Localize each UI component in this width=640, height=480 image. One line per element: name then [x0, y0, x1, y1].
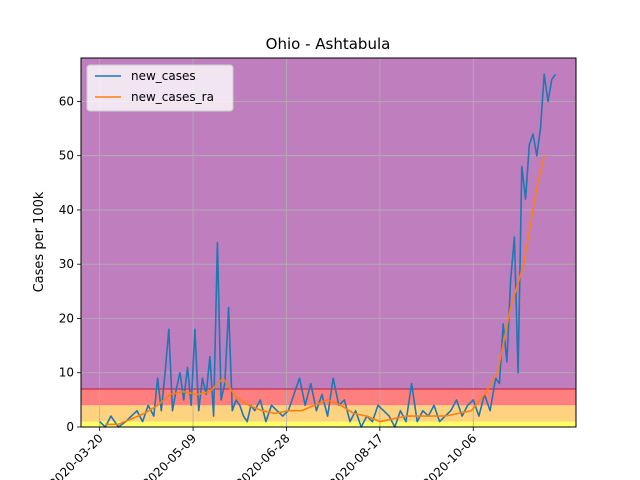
y-tick-label-6: 60 — [59, 94, 74, 108]
x-tick-label-4: 2020-10-06 — [420, 431, 479, 480]
legend-label-new-cases-ra: new_cases_ra — [131, 90, 214, 104]
series-group — [99, 73, 557, 428]
y-tick-label-2: 20 — [59, 311, 74, 325]
x-tick-label-3: 2020-08-17 — [327, 431, 386, 480]
x-tick-label-1: 2020-05-09 — [140, 431, 199, 480]
x-axis: 2020-03-20 2020-05-09 2020-06-28 2020-08-17… — [47, 427, 479, 480]
legend-box — [86, 64, 234, 112]
chart-title: Ohio - Ashtabula — [266, 35, 391, 53]
y-tick-label-4: 40 — [59, 203, 74, 217]
y-axis: 0 10 20 30 40 50 60 — [59, 94, 81, 434]
risk-band-3 — [81, 58, 576, 390]
y-tick-label-3: 30 — [59, 257, 74, 271]
y-tick-label-0: 0 — [66, 420, 74, 434]
plot-frame — [80, 57, 577, 428]
legend-label-new-cases: new_cases — [131, 69, 196, 83]
risk-bands — [81, 58, 576, 427]
x-tick-label-0: 2020-03-20 — [47, 431, 106, 480]
y-tick-label-5: 50 — [59, 149, 74, 163]
legend[interactable]: new_cases new_cases_ra — [86, 64, 234, 112]
risk-band-0 — [81, 421, 576, 427]
y-tick-label-1: 10 — [59, 366, 74, 380]
x-tick-label-2: 2020-06-28 — [233, 431, 292, 480]
series-line-new-cases-ra — [105, 155, 545, 426]
y-axis-label: Cases per 100k — [32, 191, 47, 292]
